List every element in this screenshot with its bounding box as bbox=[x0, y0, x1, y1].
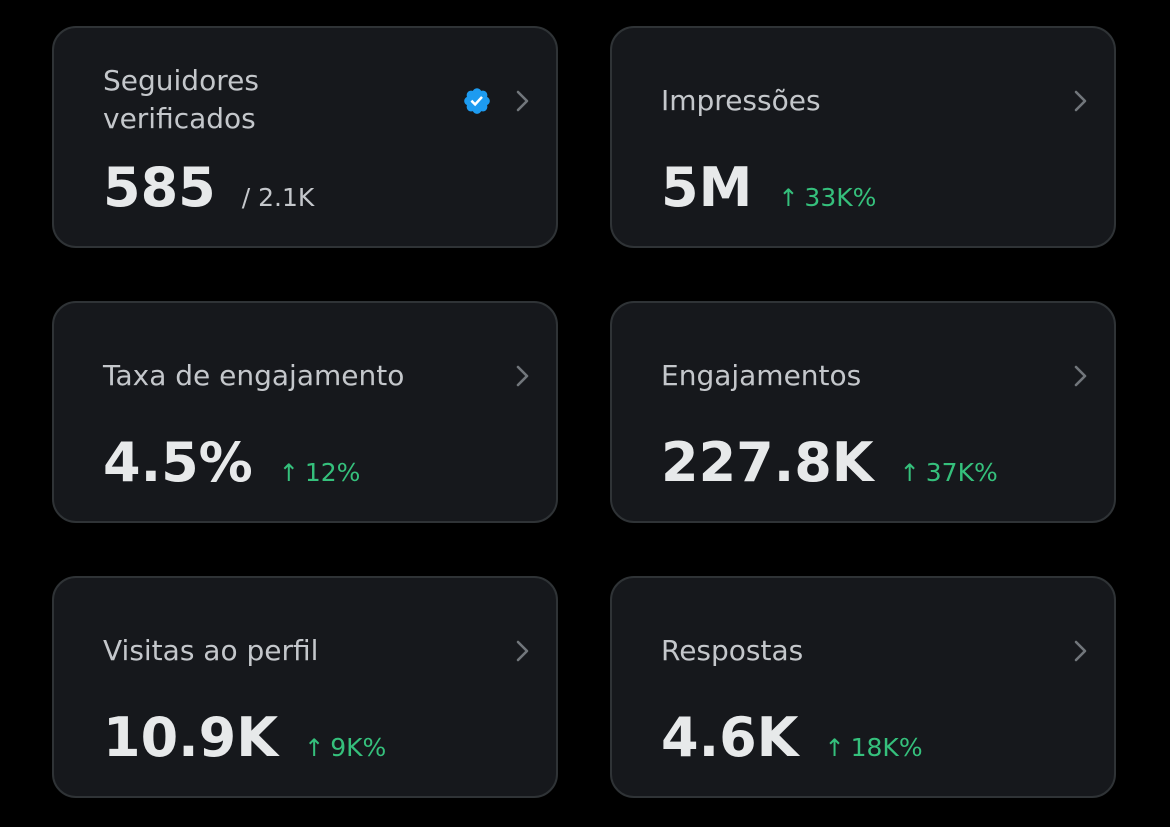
metric-value: 4.5% bbox=[103, 431, 253, 494]
card-title: Impressões bbox=[661, 84, 821, 117]
metric-value: 5M bbox=[661, 156, 753, 219]
card-engagement-rate[interactable]: Taxa de engajamento 4.5% ↑ 12% bbox=[52, 301, 558, 523]
chevron-right-icon bbox=[1074, 90, 1087, 112]
metric-value: 585 bbox=[103, 156, 216, 219]
arrow-up-icon: ↑ bbox=[778, 184, 799, 212]
card-title: Engajamentos bbox=[661, 359, 862, 392]
card-verified-followers[interactable]: Seguidores verificados 585 / 2.1K bbox=[52, 26, 558, 248]
card-title: Taxa de engajamento bbox=[103, 359, 405, 392]
metric-change: ↑ 12% bbox=[279, 458, 361, 487]
chevron-right-icon bbox=[516, 640, 529, 662]
card-title: Seguidores verificados bbox=[103, 64, 259, 135]
metric-change: ↑ 9K% bbox=[304, 733, 386, 762]
chevron-right-icon bbox=[1074, 640, 1087, 662]
card-title: Visitas ao perfil bbox=[103, 634, 319, 667]
change-value: 37K% bbox=[925, 458, 998, 487]
change-value: 18K% bbox=[850, 733, 923, 762]
metric-change: ↑ 37K% bbox=[900, 458, 998, 487]
chevron-right-icon bbox=[516, 90, 529, 112]
value-row: 10.9K ↑ 9K% bbox=[103, 706, 386, 770]
arrow-up-icon: ↑ bbox=[304, 734, 325, 762]
change-value: 12% bbox=[304, 458, 361, 487]
metric-change: ↑ 18K% bbox=[825, 733, 923, 762]
value-row: 227.8K ↑ 37K% bbox=[661, 431, 998, 495]
verified-badge-icon bbox=[464, 88, 490, 114]
value-row: 5M ↑ 33K% bbox=[661, 156, 876, 220]
change-value: 33K% bbox=[804, 183, 877, 212]
arrow-up-icon: ↑ bbox=[278, 459, 299, 487]
chevron-right-icon bbox=[516, 365, 529, 387]
arrow-up-icon: ↑ bbox=[899, 459, 920, 487]
card-title: Respostas bbox=[661, 634, 804, 667]
card-replies[interactable]: Respostas 4.6K ↑ 18K% bbox=[610, 576, 1116, 798]
value-row: 4.6K ↑ 18K% bbox=[661, 706, 923, 770]
card-profile-visits[interactable]: Visitas ao perfil 10.9K ↑ 9K% bbox=[52, 576, 558, 798]
value-row: 4.5% ↑ 12% bbox=[103, 431, 360, 495]
metric-value: 227.8K bbox=[661, 431, 874, 494]
chevron-right-icon bbox=[1074, 365, 1087, 387]
metric-value: 10.9K bbox=[103, 706, 279, 769]
arrow-up-icon: ↑ bbox=[824, 734, 845, 762]
metric-value: 4.6K bbox=[661, 706, 799, 769]
metric-total: / 2.1K bbox=[241, 183, 315, 212]
metric-change: ↑ 33K% bbox=[778, 183, 876, 212]
value-row: 585 / 2.1K bbox=[103, 156, 314, 220]
card-impressions[interactable]: Impressões 5M ↑ 33K% bbox=[610, 26, 1116, 248]
card-engagements[interactable]: Engajamentos 227.8K ↑ 37K% bbox=[610, 301, 1116, 523]
change-value: 9K% bbox=[330, 733, 387, 762]
